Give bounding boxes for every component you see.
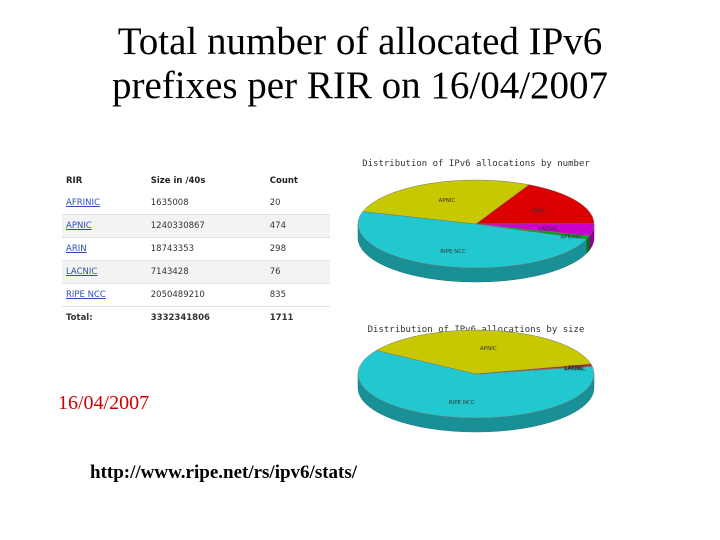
pie-number-slice-1 bbox=[362, 179, 530, 225]
stats-url[interactable]: http://www.ripe.net/rs/ipv6/stats/ bbox=[90, 462, 358, 483]
pie-size-label-2: ARIN bbox=[567, 365, 580, 371]
table-row: AFRINIC 1635008 20 bbox=[62, 192, 330, 215]
date-label: 16/04/2007 bbox=[58, 392, 150, 414]
size-cell: 1240330867 bbox=[146, 214, 266, 238]
pie-title-number: Distribution of IPv6 allocations by numb… bbox=[362, 159, 590, 169]
count-cell: 76 bbox=[265, 260, 330, 284]
pie-size-slice-4 bbox=[475, 365, 593, 375]
pie-charts-area: Distribution of IPv6 allocations by numb… bbox=[330, 152, 630, 452]
count-cell: 474 bbox=[265, 214, 330, 238]
table-row: RIPE NCC 2050489210 835 bbox=[62, 283, 330, 307]
slide-title-line1: Total number of allocated IPv6 bbox=[117, 20, 603, 63]
count-cell: 835 bbox=[265, 283, 330, 307]
pie-number-label-2: ARIN bbox=[532, 209, 545, 215]
total-count: 1711 bbox=[269, 313, 294, 323]
rir-link[interactable]: AFRINIC bbox=[62, 192, 147, 215]
table-total-row: Total: 3332341806 1711 bbox=[62, 307, 330, 330]
pie-number-label-0: RIPE NCC bbox=[440, 249, 466, 255]
rir-link[interactable]: APNIC bbox=[62, 214, 147, 238]
pie-number-slice-0 bbox=[357, 211, 588, 269]
pie-size-label-3: LACNIC bbox=[564, 366, 584, 372]
total-label: Total: bbox=[66, 313, 93, 323]
rir-link[interactable]: RIPE NCC bbox=[62, 283, 147, 307]
size-cell: 1635008 bbox=[146, 192, 266, 215]
size-cell: 2050489210 bbox=[146, 283, 266, 307]
header-count: Count bbox=[269, 176, 298, 186]
size-cell: 18743353 bbox=[146, 237, 266, 261]
rir-link[interactable]: LACNIC bbox=[62, 260, 147, 284]
pie-size-slice-1 bbox=[375, 329, 592, 375]
count-cell: 298 bbox=[265, 237, 330, 261]
pie-number-label-4: AFRINIC bbox=[560, 234, 582, 240]
header-size: Size in /40s bbox=[150, 176, 206, 186]
size-cell: 7143428 bbox=[146, 260, 266, 284]
header-rir: RIR bbox=[66, 176, 83, 186]
rir-link[interactable]: ARIN bbox=[62, 237, 147, 261]
slide-title: Total number of allocated IPv6 prefixes … bbox=[40, 20, 680, 108]
pie-size-label-1: APNIC bbox=[480, 346, 497, 352]
table-row: ARIN 18743353 298 bbox=[62, 237, 330, 261]
pie-size-label-4: AFRINIC bbox=[564, 366, 586, 372]
pie-number-slice-4 bbox=[475, 223, 591, 240]
table-row: APNIC 1240330867 474 bbox=[62, 214, 330, 238]
slide-title-line2: prefixes per RIR on 16/04/2007 bbox=[111, 64, 609, 107]
pie-size-slice-0 bbox=[357, 350, 595, 419]
pie-number-label-1: APNIC bbox=[439, 198, 456, 204]
table-row: LACNIC 7143428 76 bbox=[62, 260, 330, 284]
pie-charts-svg: Distribution of IPv6 allocations by numb… bbox=[357, 159, 595, 433]
total-size: 3332341806 bbox=[150, 313, 210, 323]
pie-number-slice-2 bbox=[475, 184, 595, 225]
table-header-row: RIR Size in /40s Count bbox=[62, 170, 330, 192]
count-cell: 20 bbox=[265, 192, 330, 215]
rir-stats-table: RIR Size in /40s Count AFRINIC 1635008 2… bbox=[62, 170, 330, 329]
pie-size-label-0: RIPE NCC bbox=[449, 400, 475, 406]
pie-number-label-3: LACNIC bbox=[538, 227, 558, 233]
